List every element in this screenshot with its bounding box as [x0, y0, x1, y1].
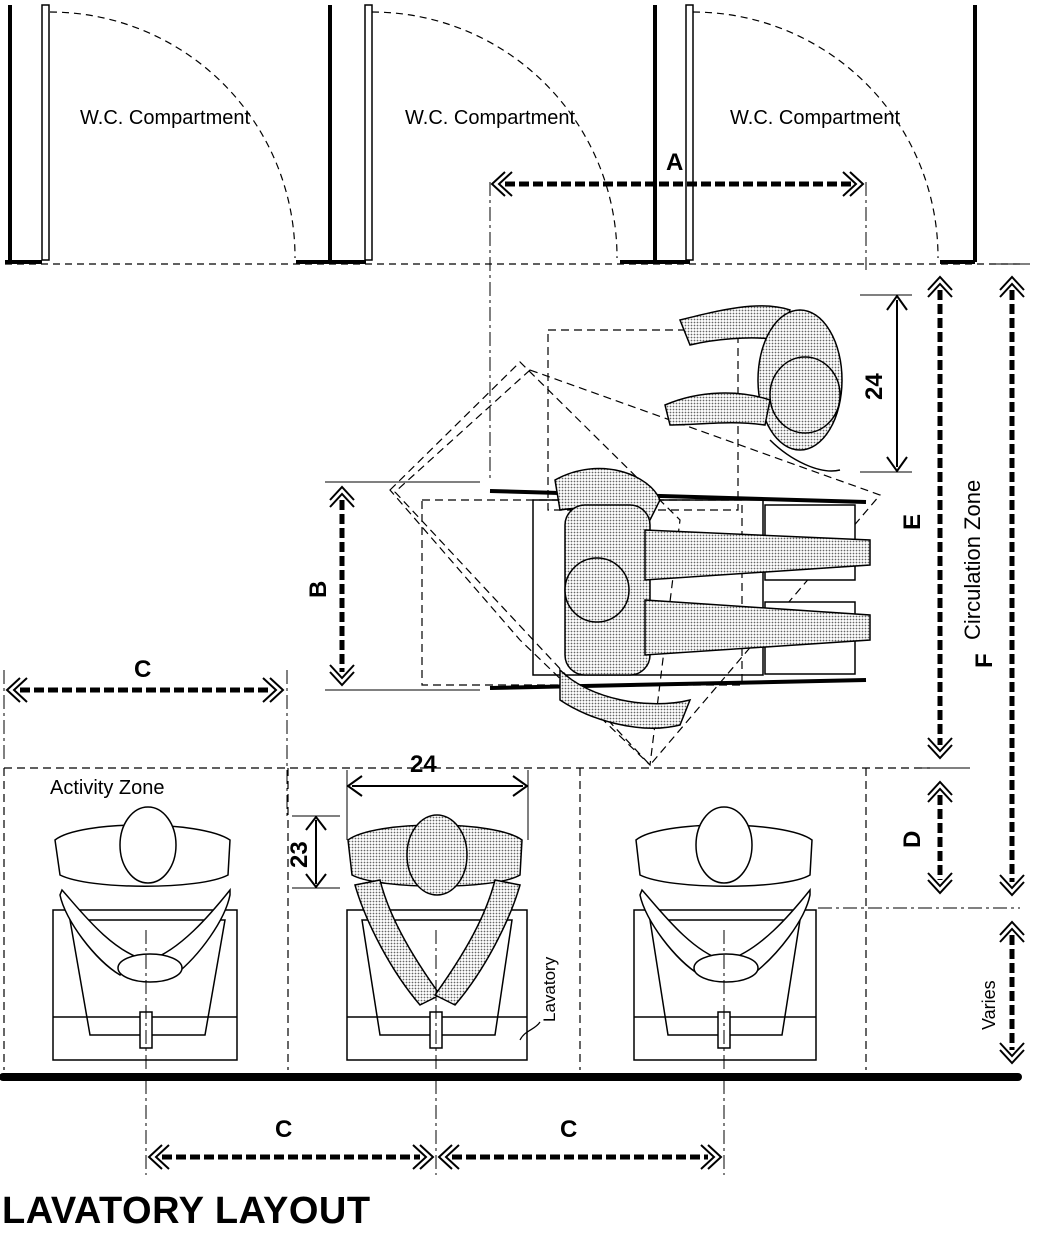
- dimension-e-label: E: [899, 514, 926, 530]
- dimension-d-label: D: [899, 831, 926, 848]
- dimension-23: [292, 815, 340, 889]
- lavatory-unit-2: [346, 814, 528, 1061]
- wc-compartment-label-3: W.C. Compartment: [730, 107, 900, 129]
- lavatory-centerlines: [145, 907, 1020, 1175]
- activity-zone-outline: [3, 767, 930, 1070]
- standing-figure-top-view: [664, 305, 843, 472]
- varies-label: Varies: [979, 980, 999, 1030]
- dimension-f: [990, 263, 1030, 897]
- lavatory-unit-3: [633, 806, 817, 1061]
- lavatory-leader-line: [519, 1021, 541, 1041]
- dimension-24-depth: [860, 294, 912, 473]
- lavatory-unit-1: [52, 806, 238, 1061]
- door-swing-arcs: [5, 11, 1020, 265]
- lavatory-label: Lavatory: [540, 956, 559, 1022]
- activity-zone-label: Activity Zone: [50, 777, 164, 799]
- dimension-c-lower-left-label: C: [275, 1116, 292, 1143]
- dimension-f-label: F: [971, 653, 998, 668]
- wc-partitions: [5, 4, 977, 264]
- dimension-24-width-label: 24: [410, 751, 437, 778]
- dimension-c-lower: C C: [147, 1116, 723, 1170]
- wheelchair-user-figure: [554, 467, 871, 729]
- dimension-a: A: [489, 149, 867, 480]
- dimension-c-upper: C: [3, 656, 288, 818]
- diagram-title: LAVATORY LAYOUT: [2, 1190, 371, 1232]
- dimension-a-label: A: [666, 149, 683, 176]
- dimension-23-label: 23: [286, 841, 313, 868]
- circulation-zone-label: Circulation Zone: [960, 480, 985, 640]
- wc-compartment-label-2: W.C. Compartment: [405, 107, 575, 129]
- dimension-24-depth-label: 24: [861, 373, 888, 400]
- dimension-varies: [999, 920, 1025, 1065]
- wc-compartment-label-1: W.C. Compartment: [80, 107, 250, 129]
- dimension-c-upper-label: C: [134, 656, 151, 683]
- dimension-c-lower-right-label: C: [560, 1116, 577, 1143]
- dimension-d: [927, 780, 953, 895]
- dimension-b-label: B: [305, 581, 332, 598]
- dimension-b: [325, 481, 480, 691]
- dimension-e: [918, 275, 970, 769]
- wc-compartment-labels: W.C. Compartment W.C. Compartment W.C. C…: [80, 107, 900, 129]
- wheelchair-frame: [489, 489, 867, 690]
- dimension-24-width: [346, 770, 529, 840]
